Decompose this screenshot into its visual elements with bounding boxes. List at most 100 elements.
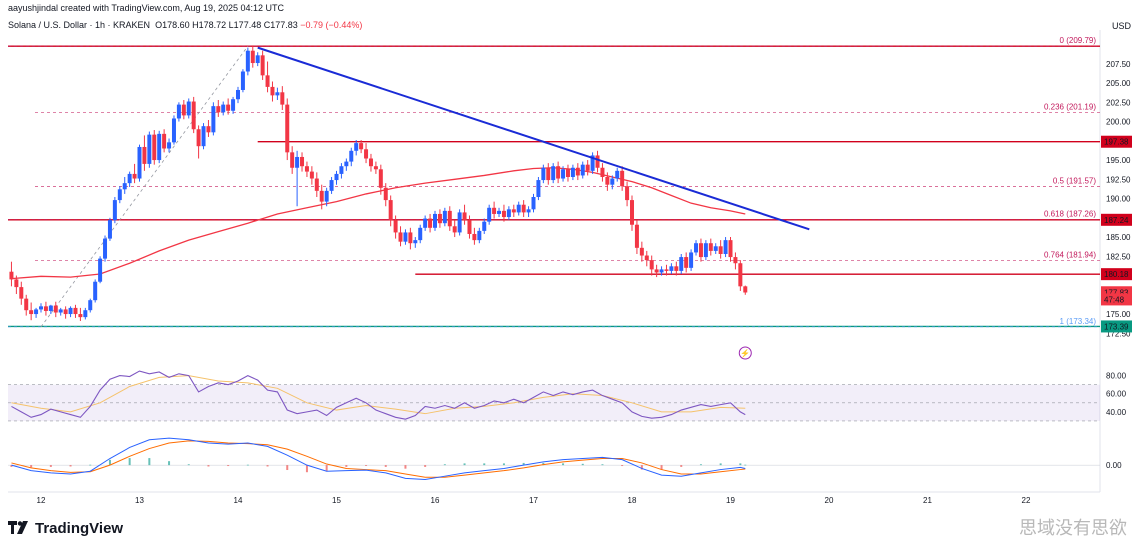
candle-body-142: [708, 243, 713, 251]
macd-histogram-bar-25: [502, 463, 505, 466]
macd-histogram-bar-1: [30, 465, 33, 468]
price-tag-0: 197.38: [1104, 138, 1129, 147]
candle-body-42: [216, 106, 221, 113]
time-tick-7: 19: [726, 496, 735, 505]
candle-body-0: [9, 271, 14, 280]
candle-body-127: [634, 224, 639, 248]
fib-level-label-5: 1 (173.34): [1060, 317, 1097, 326]
price-tick-5: 192.50: [1106, 175, 1131, 184]
candle-body-45: [231, 99, 236, 111]
candle-body-139: [694, 243, 699, 253]
candle-body-137: [684, 257, 689, 268]
macd-histogram-bar-30: [601, 464, 604, 466]
macd-histogram-bar-37: [739, 463, 742, 466]
candle-body-132: [659, 269, 664, 273]
low-value: L177.48: [228, 20, 262, 30]
time-tick-10: 22: [1022, 496, 1031, 505]
macd-histogram-bar-13: [266, 465, 269, 467]
candle-body-40: [206, 126, 211, 133]
candle-body-90: [452, 226, 457, 233]
candle-body-73: [368, 158, 373, 167]
candle-body-52: [265, 75, 270, 87]
candle-body-144: [718, 246, 723, 254]
price-tick-9: 175.00: [1106, 310, 1131, 319]
price-tag-5: 173.39: [1104, 322, 1129, 331]
candle-body-31: [162, 133, 167, 149]
macd-histogram-bar-21: [424, 465, 427, 467]
candle-body-24: [127, 173, 132, 184]
price-tick-2: 202.50: [1106, 98, 1131, 107]
macd-histogram-bar-32: [640, 465, 643, 470]
candle-body-25: [132, 173, 137, 179]
candle-body-130: [649, 260, 654, 270]
watermark-text: 思域没有思欲: [1019, 518, 1127, 538]
candle-body-48: [245, 50, 250, 72]
candle-body-39: [201, 126, 206, 147]
candle-body-89: [447, 210, 452, 227]
candle-body-44: [226, 104, 231, 111]
candle-body-65: [329, 180, 334, 191]
candle-body-145: [723, 240, 728, 254]
candle-body-27: [142, 146, 147, 164]
time-tick-3: 15: [332, 496, 341, 505]
candle-body-2: [19, 287, 24, 299]
macd-histogram-bar-24: [483, 463, 486, 466]
candle-body-19: [103, 238, 108, 259]
macd-histogram-bar-16: [325, 465, 328, 471]
candle-body-35: [181, 104, 186, 116]
macd-histogram-bar-2: [49, 465, 52, 467]
candle-body-22: [117, 189, 122, 201]
candle-body-67: [339, 166, 344, 174]
candle-body-147: [733, 257, 738, 264]
candle-body-1: [14, 279, 19, 288]
price-tick-8: 182.50: [1106, 252, 1131, 261]
candle-body-32: [167, 142, 172, 149]
candle-body-74: [373, 166, 378, 170]
candle-body-122: [610, 178, 615, 185]
candle-body-72: [364, 149, 369, 159]
macd-histogram-bar-33: [660, 465, 663, 470]
fib-level-label-3: 0.618 (187.26): [1044, 210, 1096, 219]
candle-body-115: [575, 167, 580, 176]
candle-body-79: [398, 232, 403, 242]
candle-body-16: [88, 300, 93, 311]
price-tag-bg-4: [1101, 293, 1132, 306]
candle-body-110: [551, 166, 556, 181]
price-tag-2: 180.18: [1104, 270, 1129, 279]
fib-level-label-4: 0.764 (181.94): [1044, 251, 1096, 260]
candle-body-18: [98, 258, 103, 282]
candle-body-86: [433, 213, 437, 228]
candle-body-98: [492, 207, 497, 214]
candle-body-69: [349, 150, 354, 162]
price-tick-6: 190.00: [1106, 195, 1131, 204]
candle-body-49: [250, 50, 255, 64]
macd-histogram-bar-15: [305, 465, 308, 473]
candle-body-63: [319, 190, 324, 202]
candle-body-28: [147, 134, 152, 164]
candle-body-60: [304, 166, 309, 172]
candle-body-54: [275, 92, 280, 96]
open-value: O178.60: [155, 20, 190, 30]
candle-body-50: [255, 55, 260, 64]
price-tag-bg-5: [1101, 320, 1132, 333]
candle-body-101: [506, 209, 511, 218]
candle-body-62: [314, 178, 319, 191]
macd-signal-line: [11, 440, 746, 478]
macd-histogram-bar-6: [128, 458, 131, 466]
candle-body-140: [698, 243, 703, 258]
time-tick-1: 13: [135, 496, 144, 505]
candle-body-77: [388, 200, 393, 221]
macd-histogram-bar-17: [345, 465, 348, 467]
candle-body-36: [186, 101, 191, 116]
candle-body-13: [73, 307, 78, 315]
time-tick-9: 21: [923, 496, 932, 505]
candle-body-92: [462, 212, 467, 221]
candle-body-102: [511, 209, 516, 213]
candle-body-95: [477, 230, 482, 241]
macd-histogram-bar-36: [719, 463, 722, 466]
candle-body-138: [689, 252, 694, 268]
candle-body-111: [556, 166, 561, 179]
macd-histogram-bar-0: [10, 465, 13, 467]
candle-body-104: [521, 204, 526, 213]
